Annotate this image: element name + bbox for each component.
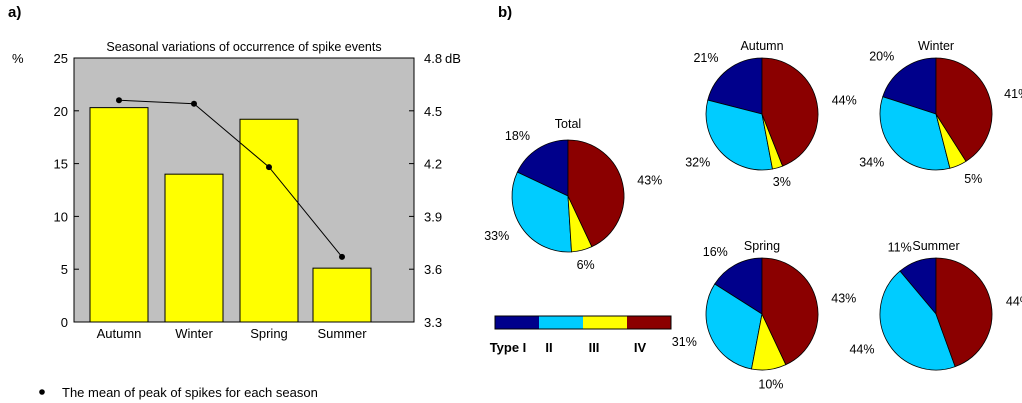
pie-pct-label: 44% [832,94,857,108]
pie-slice-iv [761,57,819,167]
left-tick-label: 5 [61,262,68,277]
bar-chart: Seasonal variations of occurrence of spi… [12,40,461,400]
left-tick-label: 0 [61,315,68,330]
legend-label: The mean of peak of spikes for each seas… [62,385,318,400]
colorbar-swatch [583,316,627,329]
colorbar-label: Type I [490,340,527,355]
pie-slice-type-i [882,57,937,115]
pie-pct-label: 10% [758,377,783,391]
pie-pct-label: 18% [505,129,530,143]
legend-marker [39,389,45,395]
pie-slice-iv [935,57,993,162]
pie-slice-ii [879,270,956,371]
mean-peak-point [191,100,197,107]
pie-pct-label: 21% [693,51,718,65]
pie-slice-iv [761,257,819,366]
right-tick-label: 4.2 [424,157,442,172]
mean-peak-point [116,97,122,104]
x-tick-label: Winter [175,326,213,341]
pie-pct-label: 5% [964,172,982,186]
pie-pct-label: 44% [849,343,874,357]
right-tick-label: 4.5 [424,104,442,119]
pie-pct-label: 43% [831,292,856,306]
panel-b-label: b) [498,4,512,21]
right-tick-label: 3.9 [424,209,442,224]
right-tick-label: 4.8 [424,51,442,66]
colorbar-label: IV [634,340,647,355]
pie-charts: Total 18% 33% 6% 43% Autumn 21% 32% 3% 44% Winter 2… [484,39,1022,391]
pie-slice-iv [567,139,625,248]
colorbar-swatch [495,316,539,329]
pie-pct-label: 11% [888,240,912,254]
pie-pct-label: 32% [685,156,710,170]
bar-autumn [89,107,149,323]
x-tick-label: Autumn [97,326,142,341]
pie-title: Total [555,117,581,131]
pie-slice-ii [511,171,572,253]
pie-title: Autumn [740,39,783,53]
pie-slice-type-i [516,139,569,197]
pie-pct-label: 34% [859,156,884,170]
right-tick-label: 3.6 [424,262,442,277]
mean-peak-point [266,164,272,171]
bar-summer [312,267,372,323]
bar-chart-title: Seasonal variations of occurrence of spi… [106,40,381,54]
left-axis-unit: % [12,51,24,66]
pie-title: Winter [918,39,954,53]
pie-slice-ii [705,99,773,171]
pie-slice-type-i [707,57,763,115]
bar-winter [164,173,224,323]
pie-slice-iv [935,257,993,368]
bar-spring [239,118,299,323]
pie-pct-label: 43% [637,174,662,188]
colorbar-swatch [539,316,583,329]
left-tick-label: 25 [54,51,68,66]
pie-total: Total 18% 33% 6% 43% [484,117,662,272]
type-colorbar: Type I II III IV [490,315,672,355]
line-legend: The mean of peak of spikes for each seas… [39,385,318,400]
colorbar-label: III [589,340,600,355]
x-tick-label: Spring [250,326,288,341]
mean-peak-point [339,253,345,260]
pie-pct-label: 41% [1004,87,1022,101]
pie-pct-label: 33% [484,229,509,243]
left-tick-label: 20 [54,104,68,119]
colorbar-frame [494,315,672,330]
colorbar-label: II [545,340,552,355]
pie-pct-label: 6% [577,258,595,272]
pie-title: Spring [744,239,780,253]
pie-title: Summer [912,239,959,253]
right-axis-unit: dB [445,51,461,66]
pie-slice-ii [705,283,763,370]
pie-slice-type-i [714,257,763,315]
right-tick-label: 3.3 [424,315,442,330]
pie-pct-label: 44% [1006,295,1022,309]
pie-autumn: Autumn 21% 32% 3% 44% [685,39,857,189]
pie-winter: Winter 20% 34% 5% 41% [859,39,1022,186]
x-tick-label: Summer [317,326,367,341]
pie-slice-ii [879,96,951,171]
mean-peak-line [118,99,343,258]
pie-pct-label: 16% [703,245,728,259]
pie-pct-label: 3% [773,175,791,189]
left-tick-label: 10 [54,209,68,224]
panel-a-label: a) [8,4,21,21]
pie-spring: Spring 16% 31% 10% 43% [672,239,857,391]
pie-pct-label: 31% [672,335,697,349]
left-tick-label: 15 [54,157,68,172]
colorbar-swatch [627,316,671,329]
pie-pct-label: 20% [869,50,894,64]
